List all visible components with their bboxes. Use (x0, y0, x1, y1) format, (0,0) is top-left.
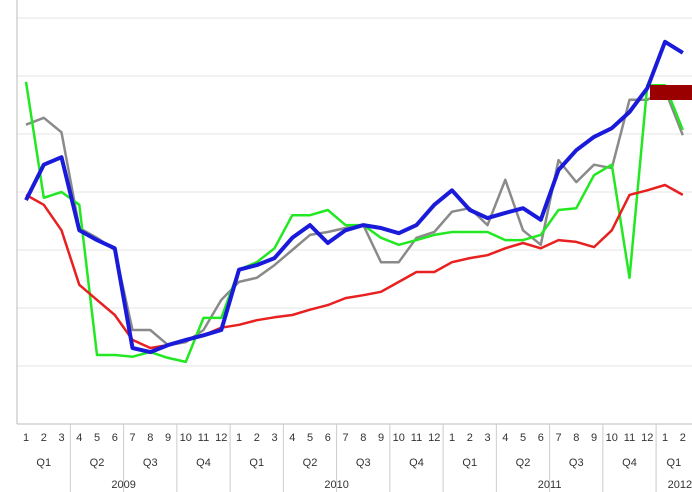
quarter-label: Q3 (356, 457, 371, 469)
x-tick-label: 6 (325, 432, 331, 444)
x-tick-label: 9 (165, 432, 171, 444)
x-tick-label: 3 (484, 432, 490, 444)
x-tick-label: 10 (393, 432, 405, 444)
x-tick-label: 12 (641, 432, 653, 444)
x-tick-label: 3 (58, 432, 64, 444)
quarter-label: Q1 (462, 457, 477, 469)
series-line (24, 81, 684, 364)
x-tick-label: 6 (112, 432, 118, 444)
year-label: 2010 (324, 479, 348, 491)
x-tick-label: 7 (342, 432, 348, 444)
quarter-label: Q1 (249, 457, 264, 469)
x-tick-label: 1 (662, 432, 668, 444)
x-tick-label: 12 (215, 432, 227, 444)
year-label: 2012 (668, 479, 692, 491)
x-tick-label: 9 (591, 432, 597, 444)
x-tick-label: 1 (449, 432, 455, 444)
x-tick-label: 4 (289, 432, 295, 444)
x-tick-label: 10 (180, 432, 192, 444)
x-tick-label: 11 (198, 432, 209, 444)
x-tick-label: 10 (606, 432, 618, 444)
x-tick-label: 12 (428, 432, 440, 444)
quarter-label: Q4 (196, 457, 211, 469)
x-tick-label: 4 (76, 432, 82, 444)
x-tick-label: 5 (307, 432, 313, 444)
quarter-label: Q4 (622, 457, 637, 469)
x-tick-label: 2 (254, 432, 260, 444)
x-tick-label: 11 (411, 432, 422, 444)
x-tick-label: 6 (538, 432, 544, 444)
x-tick-label: 7 (555, 432, 561, 444)
quarter-label: Q3 (569, 457, 584, 469)
x-tick-label: 11 (624, 432, 635, 444)
lines (24, 39, 684, 364)
x-axis: 1 2 3 4 5 6 7 8 9 10 11 12 1 2 3 4 5 6 7 8 9 10 11 12 1 2 3 4 5 6 7 8 9 1… (23, 424, 692, 492)
x-tick-label: 4 (502, 432, 508, 444)
quarter-label: Q2 (303, 457, 318, 469)
quarter-label: Q2 (90, 457, 105, 469)
quarter-label: Q2 (516, 457, 531, 469)
x-tick-label: 2 (467, 432, 473, 444)
quarter-label: Q3 (143, 457, 158, 469)
x-tick-label: 8 (360, 432, 366, 444)
x-tick-label: 8 (573, 432, 579, 444)
x-tick-label: 7 (129, 432, 135, 444)
x-tick-label: 5 (520, 432, 526, 444)
quarter-label: Q1 (36, 457, 51, 469)
legend-marker (650, 85, 692, 100)
x-tick-label: 5 (94, 432, 100, 444)
x-tick-label: 8 (147, 432, 153, 444)
year-label: 2009 (111, 479, 135, 491)
series-line (24, 39, 684, 355)
series-line (25, 183, 684, 350)
x-tick-label: 1 (23, 432, 29, 444)
x-tick-label: 9 (378, 432, 384, 444)
x-tick-label: 2 (41, 432, 47, 444)
quarter-label: Q4 (409, 457, 424, 469)
year-label: 2011 (538, 479, 562, 491)
x-tick-label: 2 (680, 432, 686, 444)
x-tick-label: 1 (236, 432, 242, 444)
grid (17, 17, 692, 425)
quarter-label: Q1 (667, 457, 682, 469)
x-tick-label: 3 (271, 432, 277, 444)
